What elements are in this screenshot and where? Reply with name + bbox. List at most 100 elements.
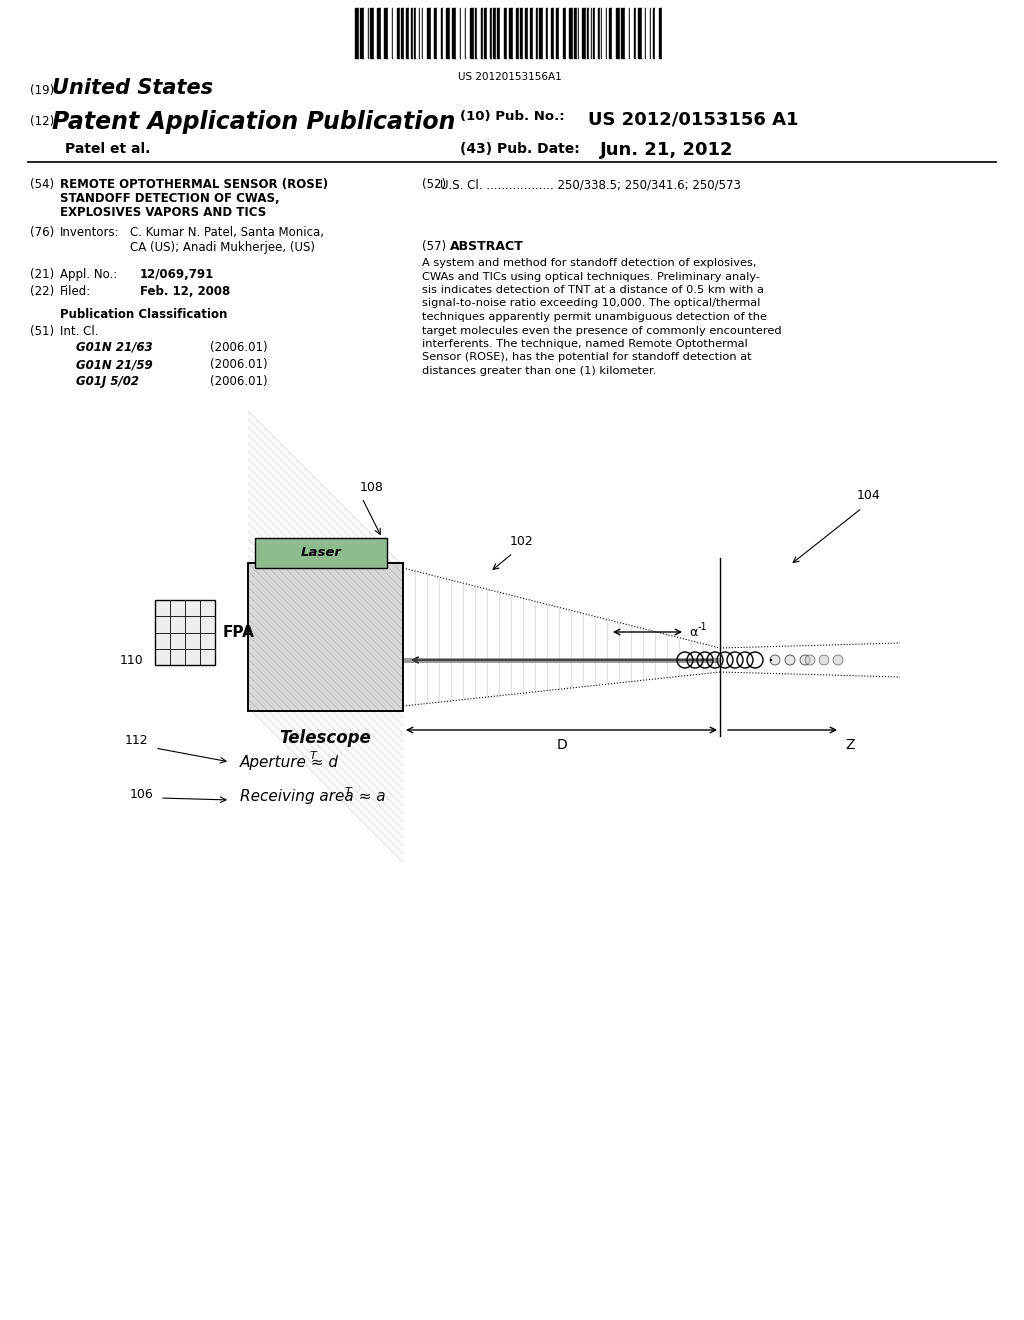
Bar [513,8,516,58]
Text: REMOTE OPTOTHERMAL SENSOR (ROSE): REMOTE OPTOTHERMAL SENSOR (ROSE) [60,178,328,191]
Text: 112: 112 [125,734,148,747]
Bar [434,8,437,58]
Bar [413,8,414,58]
Bar [539,8,540,58]
Bar [644,8,646,58]
Text: (12): (12) [30,115,54,128]
Bar [430,8,434,58]
Bar [638,8,642,58]
Text: U.S. Cl. .................. 250/338.5; 250/341.6; 250/573: U.S. Cl. .................. 250/338.5; 2… [440,178,741,191]
Bar [663,8,665,58]
Bar [465,8,467,58]
Bar [369,8,371,58]
Bar [475,8,477,58]
Text: Receiving area ≈ a: Receiving area ≈ a [240,789,386,804]
Bar [549,8,551,58]
Bar [590,8,591,58]
Bar [598,8,600,58]
Bar [559,8,562,58]
Bar [572,8,574,58]
Bar [658,8,663,58]
Text: Sensor (ROSE), has the potential for standoff detection at: Sensor (ROSE), has the potential for sta… [422,352,752,363]
Bar [427,8,430,58]
Bar [493,8,494,58]
Text: Laser: Laser [301,546,341,560]
Bar [422,8,423,58]
Text: Inventors:: Inventors: [60,226,120,239]
Bar [388,8,392,58]
Text: 12/069,791: 12/069,791 [140,268,214,281]
Bar [368,8,369,58]
Text: 104: 104 [857,488,881,502]
Text: interferents. The technique, named Remote Optothermal: interferents. The technique, named Remot… [422,339,748,348]
Bar [601,8,602,58]
Bar [462,8,465,58]
Circle shape [805,655,815,665]
Bar [480,8,483,58]
Bar [566,8,569,58]
Bar [636,8,638,58]
Bar [460,8,462,58]
Text: (51): (51) [30,325,54,338]
Text: Feb. 12, 2008: Feb. 12, 2008 [140,285,230,298]
Bar [248,564,403,711]
Text: techniques apparently permit unambiguous detection of the: techniques apparently permit unambiguous… [422,312,767,322]
Circle shape [785,655,795,665]
Text: (19): (19) [30,84,54,96]
Text: FPA: FPA [223,624,255,640]
Bar [474,8,475,58]
Bar [582,8,586,58]
Text: ABSTRACT: ABSTRACT [451,240,524,253]
Circle shape [800,655,810,665]
Text: sis indicates detection of TNT at a distance of 0.5 km with a: sis indicates detection of TNT at a dist… [422,285,764,294]
Bar [509,8,513,58]
Text: G01J 5/02: G01J 5/02 [76,375,139,388]
Bar [519,8,520,58]
Text: US 2012/0153156 A1: US 2012/0153156 A1 [588,110,799,128]
Bar [496,8,498,58]
Text: Z: Z [845,738,854,752]
Circle shape [819,655,829,665]
Bar [487,8,489,58]
Text: G01N 21/63: G01N 21/63 [76,341,153,354]
Bar [642,8,644,58]
Text: (2006.01): (2006.01) [210,375,267,388]
Bar [255,539,387,568]
Text: (2006.01): (2006.01) [210,358,267,371]
Bar [578,8,580,58]
Bar [355,8,358,58]
Bar [586,8,587,58]
Text: CA (US); Anadi Mukherjee, (US): CA (US); Anadi Mukherjee, (US) [130,242,315,253]
Bar [607,8,608,58]
Bar [414,8,417,58]
Bar [500,8,504,58]
Text: D: D [556,738,567,752]
Bar [523,8,525,58]
Bar [470,8,474,58]
Bar [498,8,500,58]
Bar [592,8,593,58]
Bar [551,8,554,58]
Text: US 20120153156A1: US 20120153156A1 [458,73,562,82]
Text: G01N 21/59: G01N 21/59 [76,358,153,371]
Text: Aperture ≈ d: Aperture ≈ d [240,755,339,770]
Text: (76): (76) [30,226,54,239]
Bar [358,8,360,58]
Bar [392,8,393,58]
Bar [600,8,601,58]
Bar [381,8,384,58]
Bar [437,8,440,58]
Bar [453,8,457,58]
Bar [467,8,470,58]
Circle shape [770,655,780,665]
Text: (57): (57) [422,240,446,253]
Bar [155,601,215,665]
Bar [397,8,399,58]
Text: 108: 108 [360,480,384,494]
Bar [443,8,445,58]
Text: Publication Classification: Publication Classification [60,308,227,321]
Bar [631,8,634,58]
Text: (22): (22) [30,285,54,298]
Bar [608,8,612,58]
Circle shape [833,655,843,665]
